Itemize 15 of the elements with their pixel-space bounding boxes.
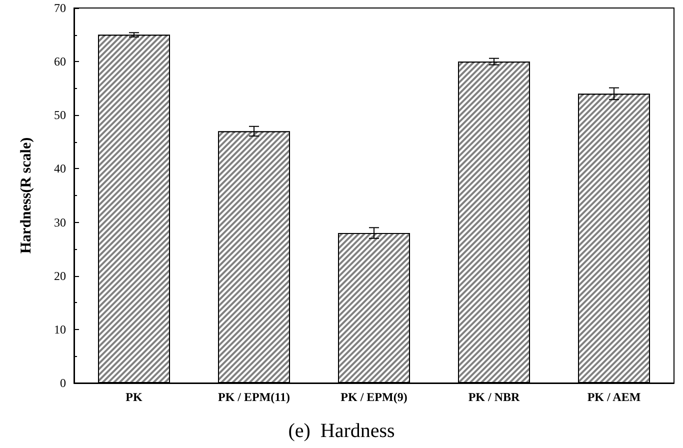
x-tick-label: PK / NBR (468, 390, 520, 404)
y-tick-label: 30 (54, 215, 66, 230)
y-tick-label: 0 (60, 376, 66, 390)
x-tick-label: PK / AEM (587, 390, 641, 404)
y-tick-label: 70 (54, 1, 66, 15)
text: (e) Hardness (288, 420, 396, 442)
y-tick-label: 40 (54, 162, 66, 176)
y-tick-label: 10 (54, 322, 66, 336)
y-axis-title: Hardness(R scale) (18, 137, 34, 254)
y-tick-label: 50 (54, 108, 66, 122)
y-tick-label: 60 (54, 54, 66, 69)
y-tick-label: 20 (54, 268, 66, 283)
x-tick-label: PK / EPM(11) (218, 390, 290, 404)
x-tick-label: PK / EPM(9) (340, 390, 408, 404)
x-tick-label: PK (126, 390, 143, 404)
